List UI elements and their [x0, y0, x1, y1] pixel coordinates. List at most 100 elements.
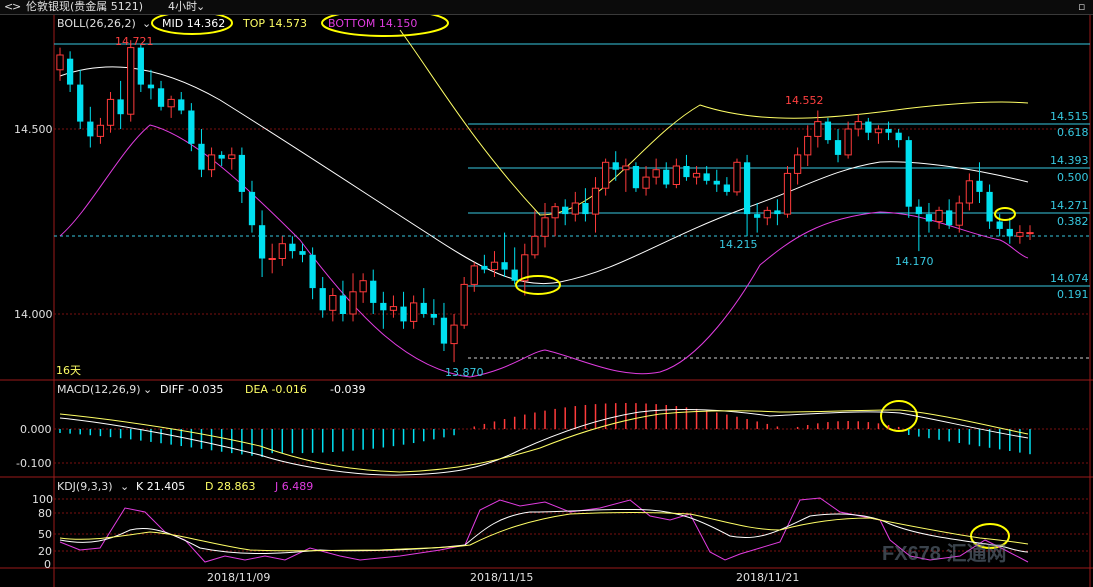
candle-body — [865, 121, 872, 133]
candle-body — [642, 176, 650, 189]
annotation-high-14721: 14.721 — [115, 35, 154, 48]
kdj-axis-0: 0 — [44, 558, 51, 571]
candle-body — [157, 88, 165, 107]
candle-body — [117, 99, 124, 115]
candle-body — [430, 314, 437, 318]
candle-body — [1026, 232, 1034, 235]
candle-body — [481, 265, 488, 270]
candle-body — [723, 184, 731, 192]
boll-dropdown-icon[interactable]: ⌄ — [142, 17, 151, 30]
date-label-1115: 2018/11/15 — [470, 571, 533, 584]
close-icon[interactable]: ▫ — [1078, 0, 1086, 13]
title-bar: < > 伦敦银现(贵金属 5121) 4小时 ⌄ ▫ — [0, 0, 1093, 15]
candle-body — [460, 283, 468, 326]
candle-body — [268, 258, 276, 260]
candle-body — [77, 84, 84, 122]
candle-body — [238, 154, 246, 192]
annotation-low-13870: 13.870 — [445, 366, 484, 379]
candle-body — [309, 254, 316, 289]
candle-body — [299, 251, 306, 255]
candle-body — [289, 243, 296, 252]
candle-body — [410, 302, 418, 322]
fib-price-0382: 14.271 — [1050, 199, 1089, 212]
candle-body — [450, 324, 458, 345]
nav-forward-button[interactable]: > — [12, 0, 22, 13]
macd-dropdown-icon[interactable]: ⌄ — [143, 383, 152, 396]
instrument-title: 伦敦银现(贵金属 5121) — [26, 0, 144, 13]
kdj-axis-100: 100 — [32, 493, 53, 506]
candle-body — [207, 154, 216, 171]
candle-body — [844, 128, 852, 156]
boll-mid-label: MID 14.362 — [162, 17, 225, 30]
candle-body — [663, 169, 670, 185]
kdj-axis-80: 80 — [38, 507, 52, 520]
boll-top-label: TOP 14.573 — [242, 17, 307, 30]
date-label-1121: 2018/11/21 — [736, 571, 799, 584]
candlestick-series — [56, 40, 1034, 363]
watermark-text: FX678 汇通网 — [882, 542, 1006, 565]
candle-body — [824, 121, 832, 141]
candle-body — [319, 288, 326, 311]
candle-body — [793, 154, 802, 174]
candle-body — [1006, 228, 1013, 237]
candle-body — [804, 135, 812, 156]
annotation-high-14552: 14.552 — [785, 94, 824, 107]
candle-body — [632, 166, 640, 189]
candle-body — [582, 203, 589, 215]
candle-body — [591, 187, 600, 215]
fib-price-0618: 14.515 — [1050, 110, 1089, 123]
macd-label[interactable]: MACD(12,26,9) — [57, 383, 141, 396]
candle-body — [521, 254, 529, 282]
candle-body — [339, 295, 347, 314]
kdj-label[interactable]: KDJ(9,3,3) — [57, 480, 113, 493]
candle-body — [713, 180, 720, 185]
candle-body — [228, 154, 236, 160]
period-dropdown-icon[interactable]: ⌄ — [196, 0, 206, 13]
candle-body — [874, 128, 883, 134]
candle-body — [329, 295, 337, 311]
boll-label[interactable]: BOLL(26,26,2) — [57, 17, 136, 30]
candle-body — [996, 221, 1003, 229]
boll-top-line — [399, 29, 1029, 216]
candle-body — [774, 210, 781, 215]
date-label-1109: 2018/11/09 — [207, 571, 270, 584]
period-selector[interactable]: 4小时 — [168, 0, 197, 13]
macd-diff-label: DIFF -0.035 — [160, 383, 223, 396]
fib-ratio-0500: 0.500 — [1057, 171, 1089, 184]
candle-body — [258, 225, 266, 259]
kdj-k-label: K 21.405 — [136, 480, 185, 493]
macd-axis-minus01: -0.100 — [16, 457, 51, 470]
candle-body — [56, 54, 64, 71]
candle-body — [763, 209, 771, 219]
candle-body — [885, 129, 892, 133]
nav-back-button[interactable]: < — [4, 0, 14, 13]
candle-body — [96, 124, 105, 137]
highlight-low-touch — [515, 275, 561, 295]
candle-body — [692, 172, 701, 178]
candle-body — [834, 140, 842, 155]
candle-body — [562, 206, 569, 215]
candle-body — [946, 210, 953, 226]
candle-body — [248, 191, 256, 226]
annotation-low-14215: 14.215 — [719, 238, 758, 251]
kdj-axis-20: 20 — [38, 545, 52, 558]
candle-body — [490, 261, 499, 271]
candle-body — [814, 121, 822, 137]
candle-body — [683, 166, 690, 178]
fib-ratio-0191: 0.191 — [1057, 288, 1089, 301]
candle-body — [470, 265, 478, 285]
macd-histogram — [59, 403, 1031, 457]
fib-price-0500: 14.393 — [1050, 154, 1089, 167]
candle-body — [218, 154, 225, 159]
candle-body — [1016, 232, 1024, 237]
candle-body — [531, 235, 539, 256]
kdj-d-line — [59, 512, 1029, 552]
kdj-dropdown-icon[interactable]: ⌄ — [120, 480, 129, 493]
fib-price-0191: 14.074 — [1050, 272, 1089, 285]
candle-body — [440, 317, 448, 344]
fib-ratio-0618: 0.618 — [1057, 126, 1089, 139]
candle-body — [147, 84, 155, 89]
candle-body — [703, 173, 710, 181]
candle-body — [854, 121, 862, 130]
